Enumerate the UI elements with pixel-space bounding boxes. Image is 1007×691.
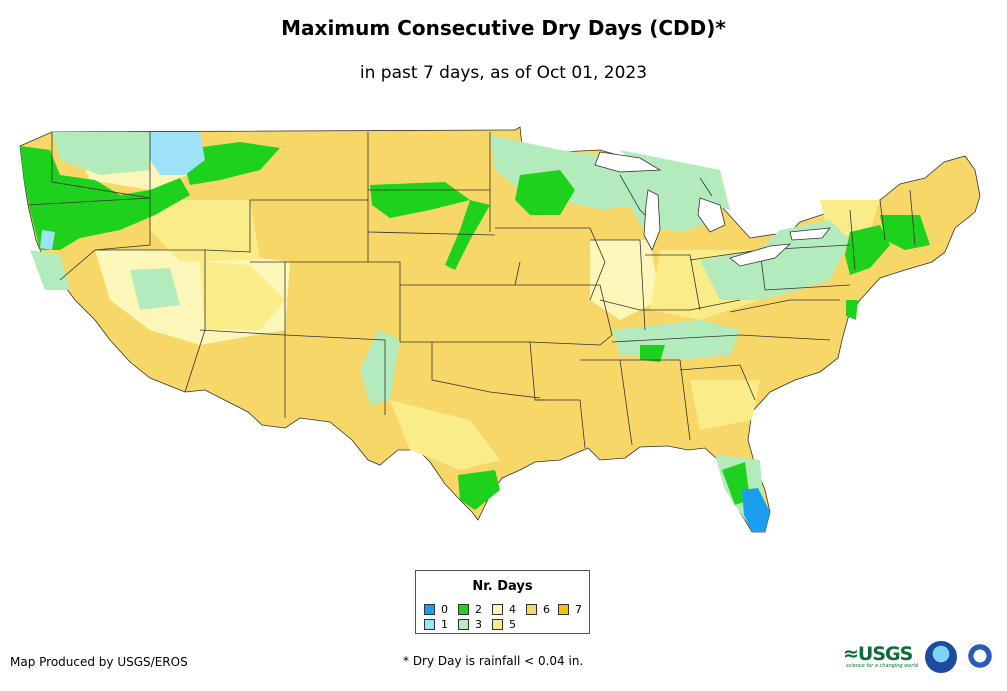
legend-item: 2 [458,603,482,616]
map-subtitle: in past 7 days, as of Oct 01, 2023 [359,63,648,83]
legend-swatch [492,619,503,630]
legend-label: 3 [475,618,482,631]
legend-swatch [458,619,469,630]
legend-label: 5 [509,618,516,631]
legend-swatch [458,604,469,615]
nws-logo-icon [965,641,995,671]
legend-swatch [492,604,503,615]
usgs-tagline: science for a changing world [846,663,918,669]
usgs-logo: ≈USGS science for a changing world [843,643,918,669]
great-lakes [594,151,831,267]
legend-item: 0 [424,603,448,616]
legend-label: 6 [543,603,550,616]
legend-label: 7 [575,603,582,616]
legend-item: 5 [492,618,516,631]
legend-label: 4 [509,603,516,616]
legend-swatch [526,604,537,615]
cdd-1-regions [40,132,205,250]
cdd-4-5-regions [75,140,880,470]
map-credit: Map Produced by USGS/EROS [10,655,188,669]
dry-day-footnote: * Dry Day is rainfall < 0.04 in. [403,654,584,668]
legend-label: 2 [475,603,482,616]
legend-title: Nr. Days [472,579,533,594]
legend-item: 6 [526,603,550,616]
legend-item: 4 [492,603,516,616]
cdd-0-region [742,488,770,532]
legend-item: 3 [458,618,482,631]
legend-item: 7 [558,603,582,616]
legend-item: 1 [424,618,448,631]
legend-swatch [558,604,569,615]
noaa-logo-icon [925,641,957,673]
usgs-wordmark: ≈USGS [843,643,913,665]
legend-label: 1 [441,618,448,631]
cdd-2-regions [20,142,930,510]
legend: Nr. Days 0 1 2 3 4 5 6 7 [415,570,590,634]
legend-swatch [424,604,435,615]
legend-label: 0 [441,603,448,616]
legend-swatch [424,619,435,630]
map-title: Maximum Consecutive Dry Days (CDD)* [281,16,726,40]
